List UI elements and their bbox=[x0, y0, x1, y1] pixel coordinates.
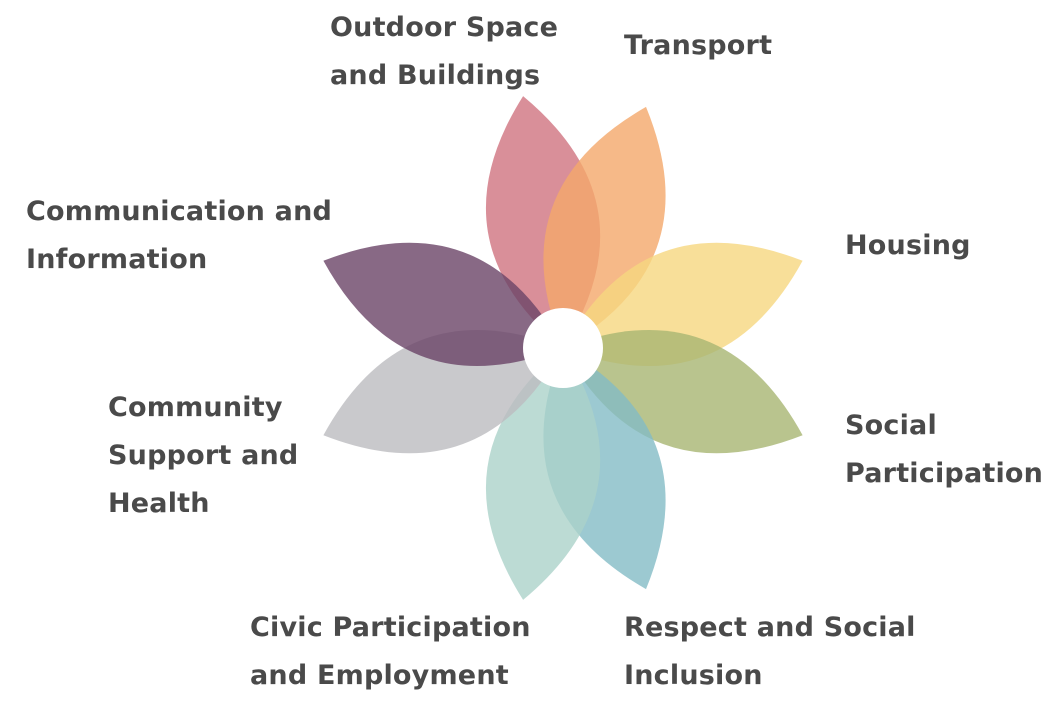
label-line: and Employment bbox=[250, 660, 509, 691]
petal-communication bbox=[323, 242, 563, 367]
label-line: Communication and bbox=[26, 196, 333, 227]
label-line: Health bbox=[108, 488, 210, 519]
label-line: Housing bbox=[845, 230, 971, 261]
petal-group bbox=[323, 96, 803, 600]
center-circle bbox=[523, 308, 603, 388]
label-line: Social bbox=[845, 410, 937, 441]
label-line: Participation bbox=[845, 458, 1044, 489]
petal-transport bbox=[543, 106, 666, 349]
label-housing: Housing bbox=[845, 222, 971, 270]
label-line: and Buildings bbox=[330, 60, 541, 91]
label-civic-participation-and-employment: Civic Participation and Employment bbox=[250, 604, 531, 700]
label-line: Community bbox=[108, 392, 283, 423]
label-outdoor-space-and-buildings: Outdoor Space and Buildings bbox=[330, 4, 558, 100]
label-respect-and-social-inclusion: Respect and Social Inclusion bbox=[624, 604, 916, 700]
label-line: Information bbox=[26, 244, 208, 275]
label-line: Inclusion bbox=[624, 660, 763, 691]
label-line: Transport bbox=[624, 30, 773, 61]
label-social-participation: Social Participation bbox=[845, 402, 1043, 498]
label-transport: Transport bbox=[624, 22, 772, 70]
label-line: Outdoor Space bbox=[330, 12, 559, 43]
label-line: Support and bbox=[108, 440, 299, 471]
label-community-support-and-health: Community Support and Health bbox=[108, 384, 298, 528]
label-communication-and-information: Communication and Information bbox=[26, 188, 332, 284]
label-line: Respect and Social bbox=[624, 612, 916, 643]
petal-social-participation bbox=[563, 329, 803, 454]
label-line: Civic Participation bbox=[250, 612, 531, 643]
